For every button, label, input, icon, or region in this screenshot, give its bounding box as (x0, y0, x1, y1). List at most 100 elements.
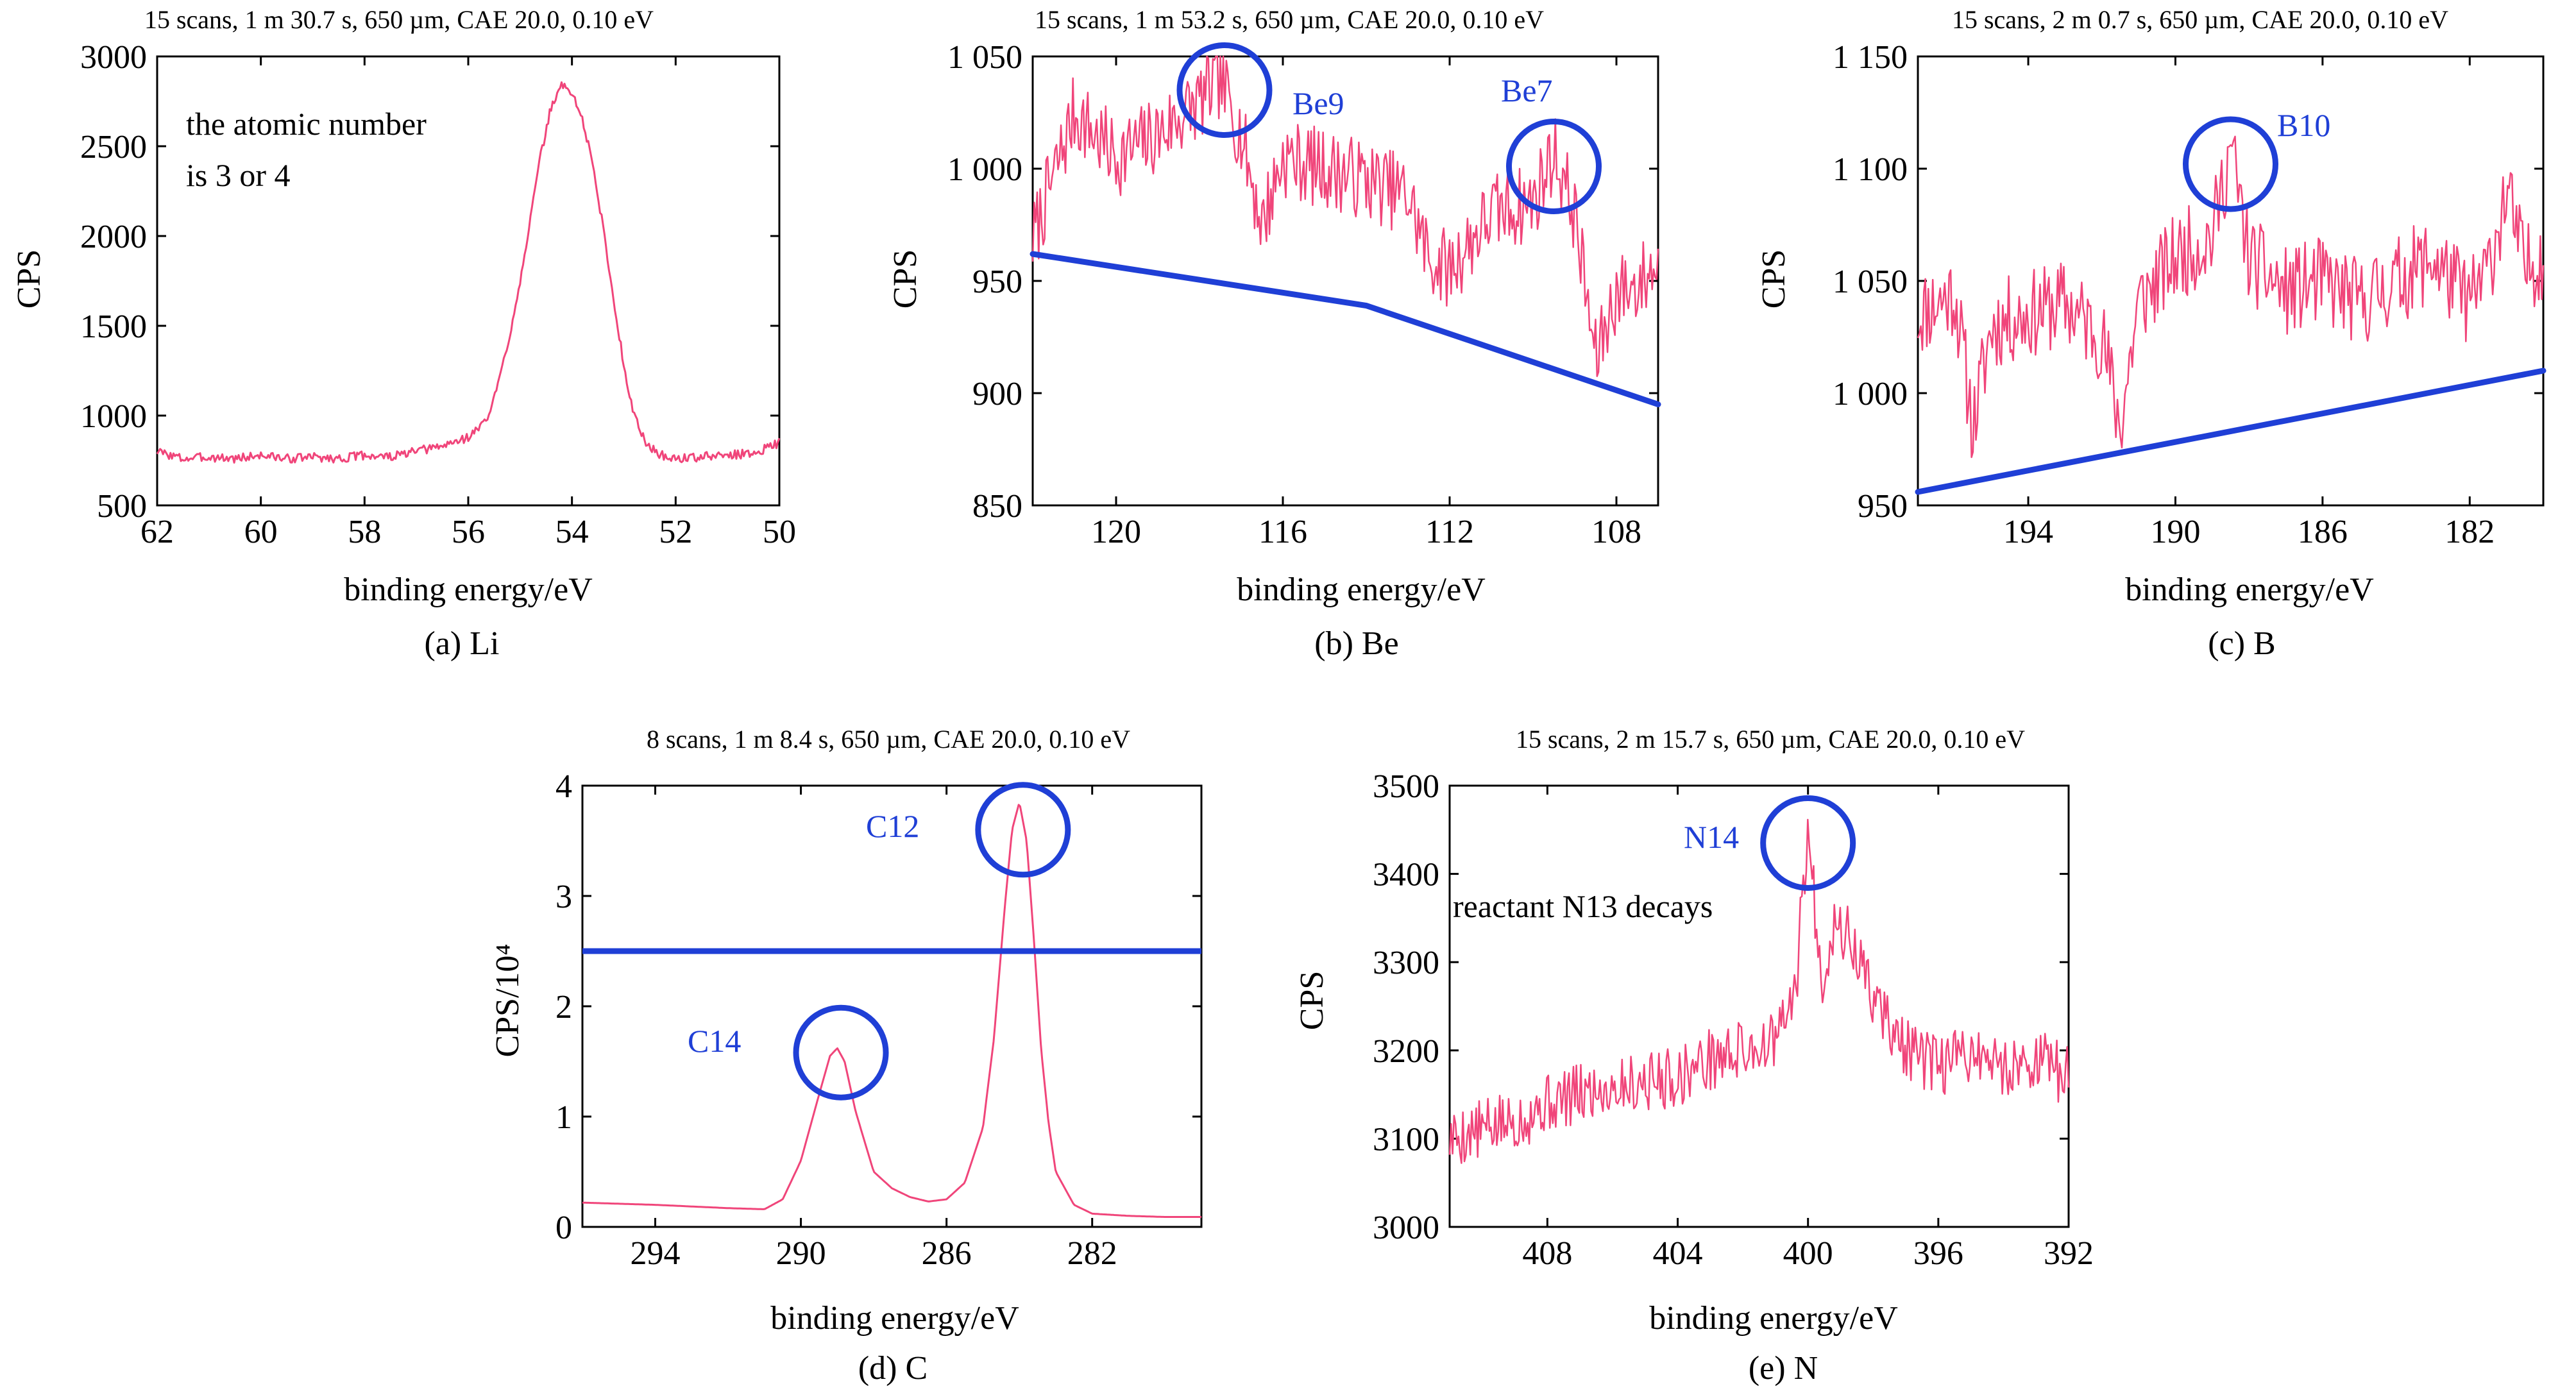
b-xlabel: binding energy/eV (2125, 571, 2374, 608)
b-xtick-label: 194 (2003, 514, 2053, 550)
n-ytick-label: 3100 (1373, 1121, 1439, 1158)
b-ytick-label: 1 100 (1833, 151, 1908, 188)
c-xtick-label: 294 (631, 1235, 681, 1272)
be-ytick-label: 850 (972, 488, 1022, 525)
be-xtick-label: 116 (1258, 514, 1307, 550)
li-xtick-label: 54 (555, 514, 589, 550)
be-header: 15 scans, 1 m 53.2 s, 650 µm, CAE 20.0, … (1035, 5, 1544, 34)
b-baseline (1915, 367, 2546, 495)
li-xtick-label: 60 (244, 514, 278, 550)
c-caption: (d) C (858, 1350, 928, 1387)
n14-label: N14 (1684, 819, 1739, 855)
n-ytick-label: 3400 (1373, 857, 1439, 893)
be-peak-circle (1506, 119, 1602, 214)
li-header: 15 scans, 1 m 30.7 s, 650 µm, CAE 20.0, … (144, 5, 654, 34)
c-ytick-label: 1 (555, 1099, 572, 1136)
be-xtick-label: 120 (1091, 514, 1141, 550)
be7-label: Be7 (1501, 72, 1553, 108)
b-spectrum-line (1917, 135, 2545, 459)
n-plot: 408 404 400 396 392 3000 3100 3200 3300 3400 3500 (1373, 768, 2094, 1272)
b-xtick-label: 186 (2298, 514, 2348, 550)
c-xtick-label: 286 (922, 1235, 972, 1272)
b-ytick-label: 950 (1858, 488, 1908, 525)
li-ytick-label: 1000 (80, 398, 147, 435)
li-plot: 62 60 58 56 54 52 50 500 1000 1500 2000 2500 3000 (80, 39, 796, 550)
b-header: 15 scans, 2 m 0.7 s, 650 µm, CAE 20.0, 0… (1952, 5, 2448, 34)
c14-label: C14 (688, 1023, 741, 1059)
c-ytick-label: 2 (555, 989, 572, 1026)
c-ytick-label: 3 (555, 879, 572, 915)
li-spectrum-line (156, 81, 781, 464)
n-header: 15 scans, 2 m 15.7 s, 650 µm, CAE 20.0, … (1516, 725, 2025, 754)
n-peak-circle (1760, 795, 1856, 891)
li-xtick-label: 58 (348, 514, 381, 550)
be-ytick-label: 900 (972, 376, 1022, 412)
c-peak-circle (793, 1004, 889, 1101)
c-frame (581, 784, 1203, 1228)
be-plot: 120 116 112 108 850 900 950 1 000 1 050 (947, 39, 1661, 550)
n-ytick-label: 3000 (1373, 1210, 1439, 1246)
li-ytick-label: 2500 (80, 129, 147, 165)
c-xtick-label: 282 (1067, 1235, 1117, 1272)
n-xtick-label: 396 (1913, 1235, 1963, 1272)
c-header: 8 scans, 1 m 8.4 s, 650 µm, CAE 20.0, 0.… (647, 725, 1130, 754)
n-xtick-label: 408 (1522, 1235, 1572, 1272)
li-ytick-label: 3000 (80, 39, 147, 76)
panel-n: 15 scans, 2 m 15.7 s, 650 µm, CAE 20.0, … (1294, 725, 2094, 1387)
be-xlabel: binding energy/eV (1237, 571, 1486, 608)
be-ytick-label: 950 (972, 264, 1022, 300)
n-spectrum-line (1448, 818, 2070, 1164)
n-xlabel: binding energy/eV (1649, 1300, 1898, 1337)
c-ylabel: CPS/10⁴ (489, 943, 526, 1057)
li-caption: (a) Li (425, 625, 500, 662)
li-ylabel: CPS (11, 249, 47, 309)
n-xtick-label: 392 (2044, 1235, 2094, 1272)
n-xtick-label: 400 (1783, 1235, 1833, 1272)
li-xlabel: binding energy/eV (344, 571, 593, 608)
be-spectrum-line (1031, 55, 1659, 377)
b-xtick-label: 182 (2445, 514, 2495, 550)
c-peak-circle (975, 782, 1071, 878)
b-ytick-label: 1 150 (1833, 39, 1908, 76)
n13-note: reactant N13 decays (1453, 888, 1713, 924)
b-peak-circle (2183, 116, 2278, 212)
li-annotation-atomic-1: the atomic number (186, 106, 427, 142)
panel-b: 15 scans, 2 m 0.7 s, 650 µm, CAE 20.0, 0… (1756, 5, 2546, 662)
panel-li: 15 scans, 1 m 30.7 s, 650 µm, CAE 20.0, … (11, 5, 796, 662)
n-ytick-label: 3500 (1373, 768, 1439, 805)
b-ytick-label: 1 050 (1833, 264, 1908, 300)
li-xtick-label: 62 (140, 514, 174, 550)
c-ytick-label: 4 (555, 768, 572, 805)
li-xtick-label: 50 (763, 514, 796, 550)
li-xtick-label: 52 (659, 514, 692, 550)
c-plot: 294 290 286 282 0 1 2 3 4 (555, 768, 1203, 1272)
n-ytick-label: 3300 (1373, 945, 1439, 981)
be-ytick-label: 1 050 (947, 39, 1022, 76)
b-ytick-label: 1 000 (1833, 376, 1908, 412)
be-caption: (b) Be (1314, 625, 1398, 662)
be-peak-circle (1176, 42, 1273, 138)
b-frame (1917, 55, 2545, 507)
be-ylabel: CPS (887, 249, 924, 309)
c-ytick-label: 0 (555, 1210, 572, 1246)
li-ytick-label: 500 (97, 488, 147, 525)
li-annotation-atomic-2: is 3 or 4 (186, 157, 291, 193)
n-ytick-label: 3200 (1373, 1033, 1439, 1070)
li-ytick-label: 1500 (80, 308, 147, 345)
b-plot: 194 190 186 182 950 1 000 1 050 1 100 1 150 (1833, 39, 2546, 550)
be-xtick-label: 112 (1425, 514, 1474, 550)
n-ylabel: CPS (1294, 971, 1330, 1031)
n-xtick-label: 404 (1653, 1235, 1703, 1272)
be-ytick-label: 1 000 (947, 151, 1022, 188)
b-ylabel: CPS (1756, 249, 1792, 309)
be9-label: Be9 (1292, 85, 1344, 121)
be-baseline (1030, 251, 1661, 407)
li-xtick-label: 56 (452, 514, 485, 550)
panel-be: 15 scans, 1 m 53.2 s, 650 µm, CAE 20.0, … (887, 5, 1661, 662)
c-xtick-label: 290 (776, 1235, 826, 1272)
be-xtick-label: 108 (1591, 514, 1641, 550)
li-ytick-label: 2000 (80, 219, 147, 255)
b-xtick-label: 190 (2150, 514, 2200, 550)
b-caption: (c) B (2208, 625, 2275, 662)
